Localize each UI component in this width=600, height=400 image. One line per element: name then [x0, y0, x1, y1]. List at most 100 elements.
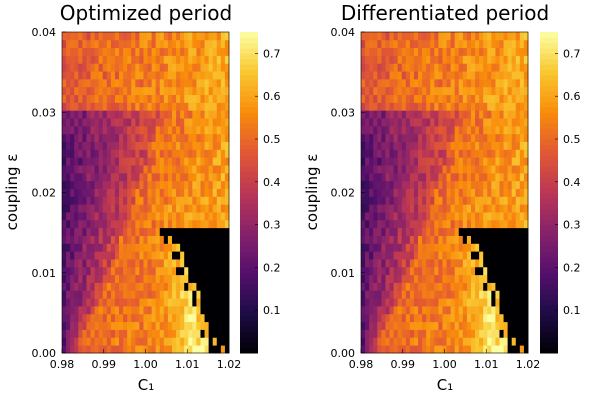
heatmap-cell: [200, 149, 205, 158]
heatmap-cell: [450, 78, 456, 88]
heatmap-cell: [74, 313, 79, 323]
heatmap-cell: [224, 196, 230, 205]
heatmap-cell: [418, 313, 423, 323]
heatmap-cell: [519, 165, 525, 174]
heatmap-cell: [393, 157, 399, 166]
heatmap-cell: [78, 157, 83, 166]
heatmap-cell: [176, 63, 181, 72]
heatmap-cell: [446, 204, 452, 213]
heatmap-cell: [196, 63, 201, 72]
heatmap-cell: [62, 149, 67, 158]
heatmap-cell: [159, 63, 165, 72]
heatmap-cell: [438, 212, 443, 221]
heatmap-cell: [86, 94, 91, 103]
heatmap-cell: [119, 345, 124, 354]
heatmap-cell: [515, 321, 521, 330]
heatmap-cell: [192, 282, 197, 291]
heatmap-cell: [143, 243, 148, 252]
heatmap-cell: [86, 259, 91, 268]
heatmap-cell: [123, 86, 128, 96]
heatmap-cell: [499, 110, 504, 119]
heatmap-cell: [499, 235, 504, 244]
heatmap-cell: [204, 32, 210, 41]
heatmap-cell: [204, 118, 210, 127]
heatmap-cell: [180, 337, 185, 346]
heatmap-cell: [483, 266, 488, 276]
heatmap-cell: [483, 298, 488, 307]
heatmap-cell: [361, 165, 366, 174]
heatmap-cell: [442, 157, 447, 166]
heatmap-cell: [401, 306, 407, 315]
heatmap-cell: [188, 125, 193, 135]
heatmap-cell: [523, 86, 529, 96]
heatmap-cell: [94, 118, 100, 127]
heatmap-cell: [180, 313, 185, 323]
heatmap-cell: [442, 188, 447, 197]
heatmap-cell: [98, 63, 104, 72]
heatmap-cell: [82, 219, 87, 229]
heatmap-cell: [470, 157, 476, 166]
heatmap-cell: [503, 282, 509, 291]
heatmap-cell: [208, 165, 214, 174]
heatmap-cell: [184, 165, 189, 174]
heatmap-cell: [470, 165, 476, 174]
heatmap-cell: [106, 125, 112, 135]
heatmap-cell: [483, 141, 488, 150]
heatmap-cell: [393, 94, 399, 103]
heatmap-cell: [196, 306, 201, 315]
colorbar-segment: [540, 37, 558, 44]
heatmap-cell: [369, 337, 374, 346]
heatmap-cell: [212, 141, 218, 150]
heatmap-cell: [151, 290, 157, 299]
heatmap-cell: [155, 32, 161, 41]
heatmap-cell: [475, 219, 480, 229]
heatmap-cell: [66, 243, 71, 252]
heatmap-cell: [119, 266, 124, 276]
heatmap-cell: [503, 306, 509, 315]
heatmap-cell: [393, 306, 399, 315]
heatmap-cell: [224, 290, 230, 299]
heatmap-cell: [487, 235, 492, 244]
heatmap-cell: [98, 188, 104, 197]
heatmap-cell: [438, 32, 443, 41]
heatmap-cell: [74, 290, 79, 299]
heatmap-cell: [82, 196, 87, 205]
heatmap-cell: [78, 32, 83, 41]
heatmap-cell: [212, 259, 218, 268]
heatmap-cell: [434, 71, 439, 80]
heatmap-cell: [220, 196, 226, 205]
heatmap-cell: [180, 149, 185, 158]
heatmap-cell: [377, 251, 382, 260]
heatmap-cell: [151, 251, 157, 260]
heatmap-cell: [208, 47, 214, 56]
heatmap-cell: [180, 39, 185, 49]
heatmap-cell: [446, 102, 452, 111]
heatmap-cell: [86, 78, 91, 88]
heatmap-cell: [499, 133, 504, 143]
heatmap-cell: [196, 290, 201, 299]
heatmap-cell: [499, 345, 504, 354]
heatmap-cell: [90, 39, 95, 49]
heatmap-cell: [499, 282, 504, 291]
heatmap-cell: [491, 337, 496, 346]
heatmap-cell: [123, 259, 128, 268]
heatmap-cell: [196, 266, 201, 276]
heatmap-cell: [204, 86, 210, 96]
heatmap-cell: [361, 196, 366, 205]
heatmap-cell: [171, 180, 177, 189]
heatmap-cell: [171, 118, 177, 127]
heatmap-cell: [102, 306, 108, 315]
heatmap-cell: [127, 282, 132, 291]
heatmap-cell: [487, 259, 492, 268]
heatmap-cell: [430, 55, 435, 64]
heatmap-cell: [180, 345, 185, 354]
heatmap-cell: [135, 235, 140, 244]
heatmap-cell: [491, 47, 496, 56]
heatmap-cell: [86, 110, 91, 119]
heatmap-cell: [143, 63, 148, 72]
heatmap-cell: [487, 94, 492, 103]
heatmap-cell: [220, 313, 226, 323]
heatmap-cell: [479, 266, 484, 276]
heatmap-cell: [519, 306, 525, 315]
heatmap-cell: [163, 47, 169, 56]
